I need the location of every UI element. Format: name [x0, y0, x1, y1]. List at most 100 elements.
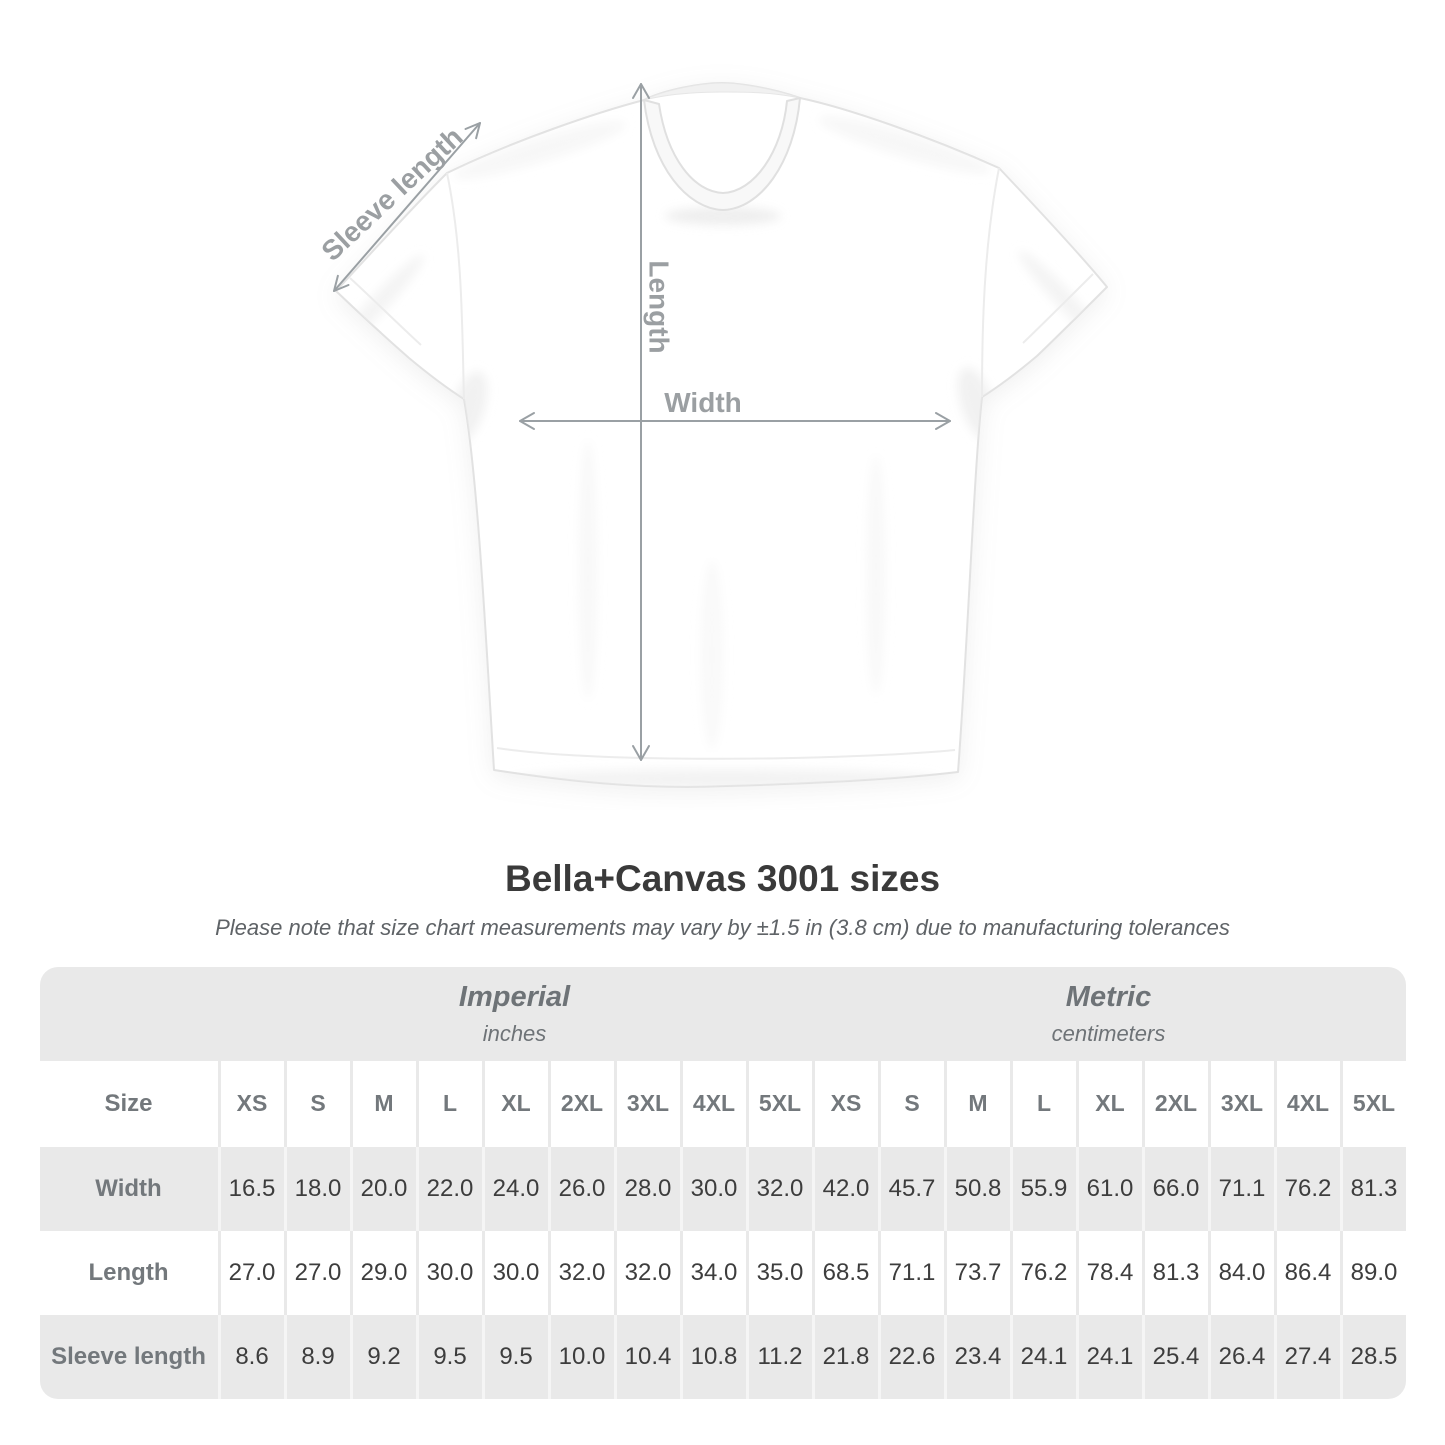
value-cell: 42.0 — [811, 1146, 878, 1231]
value-cell: 20.0 — [349, 1146, 416, 1231]
size-cell: 3XL — [1207, 1060, 1274, 1147]
value-cell: 76.2 — [1009, 1230, 1076, 1315]
value-cell: 22.0 — [415, 1146, 482, 1231]
value-cell: 16.5 — [217, 1146, 284, 1231]
value-cell: 78.4 — [1075, 1230, 1142, 1315]
value-cell: 34.0 — [679, 1230, 746, 1315]
value-cell: 71.1 — [1207, 1146, 1274, 1231]
size-cell: XS — [217, 1060, 284, 1147]
size-cell: XL — [1075, 1060, 1142, 1147]
value-cell: 30.0 — [481, 1230, 548, 1315]
seam-lines — [349, 167, 1094, 760]
size-cell: S — [283, 1060, 350, 1147]
size-cell: S — [877, 1060, 944, 1147]
value-cell: 81.3 — [1339, 1146, 1406, 1231]
size-row-label: Size — [104, 1089, 153, 1117]
value-cell: 9.5 — [415, 1314, 482, 1399]
size-cell: 5XL — [1339, 1060, 1406, 1147]
size-cell: 4XL — [679, 1060, 746, 1147]
value-cell: 24.0 — [481, 1146, 548, 1231]
value-cell: 29.0 — [349, 1230, 416, 1315]
value-cell: 26.4 — [1207, 1314, 1274, 1399]
value-cell: 22.6 — [877, 1314, 944, 1399]
size-cell: L — [415, 1060, 482, 1147]
unit-header-row: Imperial inches Metric centimeters — [39, 966, 1406, 1061]
value-cell: 10.0 — [547, 1314, 614, 1399]
size-cell: 5XL — [745, 1060, 812, 1147]
value-cell: 8.9 — [283, 1314, 350, 1399]
size-cell: M — [349, 1060, 416, 1147]
width-arrow — [519, 412, 951, 430]
value-cell: 8.6 — [217, 1314, 284, 1399]
imperial-header: Imperial inches — [218, 967, 812, 1061]
value-cell: 35.0 — [745, 1230, 812, 1315]
value-cell: 24.1 — [1009, 1314, 1076, 1399]
value-cell: 32.0 — [745, 1146, 812, 1231]
value-cell: 25.4 — [1141, 1314, 1208, 1399]
value-cell: 11.2 — [745, 1314, 812, 1399]
value-cell: 50.8 — [943, 1146, 1010, 1231]
size-cell: XS — [811, 1060, 878, 1147]
size-table: Imperial inches Metric centimeters Size … — [39, 966, 1406, 1399]
length-row: Length 27.0 27.0 29.0 30.0 30.0 32.0 32.0 34.0 3… — [39, 1230, 1406, 1315]
tolerance-note: Please note that size chart measurements… — [215, 914, 1230, 940]
sleeve-length-row: Sleeve length 8.6 8.9 9.2 9.5 9.5 10.0 10.4 10.… — [39, 1314, 1406, 1399]
value-cell: 89.0 — [1339, 1230, 1406, 1315]
value-cell: 24.1 — [1075, 1314, 1142, 1399]
value-cell: 68.5 — [811, 1230, 878, 1315]
value-cell: 21.8 — [811, 1314, 878, 1399]
length-row-label: Length — [88, 1258, 169, 1286]
value-cell: 28.5 — [1339, 1314, 1406, 1399]
value-cell: 32.0 — [613, 1230, 680, 1315]
value-cell: 32.0 — [547, 1230, 614, 1315]
value-cell: 61.0 — [1075, 1146, 1142, 1231]
value-cell: 45.7 — [877, 1146, 944, 1231]
table-corner — [40, 967, 218, 1061]
tshirt-diagram: Sleeve length Length Width — [315, 82, 1108, 788]
value-cell: 71.1 — [877, 1230, 944, 1315]
imperial-title: Imperial — [458, 980, 571, 1013]
value-cell: 30.0 — [679, 1146, 746, 1231]
value-cell: 81.3 — [1141, 1230, 1208, 1315]
value-cell: 9.5 — [481, 1314, 548, 1399]
collar — [643, 82, 801, 225]
size-cell: 2XL — [547, 1060, 614, 1147]
value-cell: 18.0 — [283, 1146, 350, 1231]
value-cell: 10.4 — [613, 1314, 680, 1399]
value-cell: 86.4 — [1273, 1230, 1340, 1315]
metric-title: Metric — [1065, 980, 1152, 1013]
width-row-label: Width — [95, 1174, 162, 1202]
value-cell: 28.0 — [613, 1146, 680, 1231]
size-cell: 3XL — [613, 1060, 680, 1147]
sleeve-length-row-label: Sleeve length — [51, 1342, 206, 1370]
value-cell: 26.0 — [547, 1146, 614, 1231]
value-cell: 9.2 — [349, 1314, 416, 1399]
size-cell: 2XL — [1141, 1060, 1208, 1147]
page-title: Bella+Canvas 3001 sizes — [504, 858, 941, 899]
width-row: Width 16.5 18.0 20.0 22.0 24.0 26.0 28.0 30.0 32… — [39, 1146, 1406, 1231]
width-label: Width — [664, 387, 742, 418]
measurement-arrows — [333, 83, 951, 761]
value-cell: 23.4 — [943, 1314, 1010, 1399]
size-cell: 4XL — [1273, 1060, 1340, 1147]
fabric-shading — [336, 116, 1107, 787]
value-cell: 55.9 — [1009, 1146, 1076, 1231]
value-cell: 10.8 — [679, 1314, 746, 1399]
value-cell: 30.0 — [415, 1230, 482, 1315]
size-cell: M — [943, 1060, 1010, 1147]
value-cell: 27.0 — [283, 1230, 350, 1315]
value-cell: 76.2 — [1273, 1146, 1340, 1231]
size-cell: L — [1009, 1060, 1076, 1147]
value-cell: 27.4 — [1273, 1314, 1340, 1399]
length-label: Length — [644, 260, 675, 353]
metric-header: Metric centimeters — [812, 967, 1406, 1061]
value-cell: 66.0 — [1141, 1146, 1208, 1231]
value-cell: 27.0 — [217, 1230, 284, 1315]
metric-unit: centimeters — [1051, 1020, 1166, 1046]
size-header-row: Size XS S M L XL 2XL 3XL 4XL 5XL XS S M L XL 2XL 3XL 4XL… — [39, 1060, 1406, 1147]
value-cell: 84.0 — [1207, 1230, 1274, 1315]
imperial-unit: inches — [482, 1020, 547, 1046]
value-cell: 73.7 — [943, 1230, 1010, 1315]
size-cell: XL — [481, 1060, 548, 1147]
sleeve-arrow — [333, 122, 481, 292]
